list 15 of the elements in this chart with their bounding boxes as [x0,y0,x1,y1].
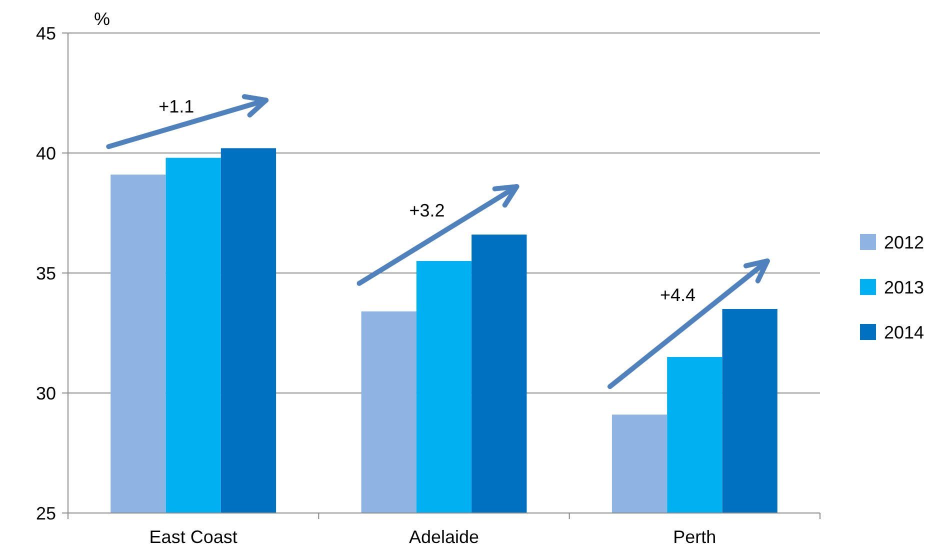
legend-label: 2012 [884,232,924,252]
x-tick-label: Perth [673,527,716,547]
x-tick-label: Adelaide [408,527,480,547]
y-tick-label: 35 [36,263,56,284]
y-tick-label: 30 [36,383,56,404]
y-tick-label: 45 [36,23,56,44]
y-tick-label: 40 [36,143,56,164]
x-tick-label: East Coast [149,527,238,547]
annotation: +1.1 [158,96,194,116]
legend-label: 2013 [884,277,924,298]
y-tick-label: 25 [36,503,56,524]
annotation: +3.2 [409,200,445,220]
y-axis-title: % [94,9,110,29]
annotation: +4.4 [660,284,696,305]
legend-label: 2014 [884,322,924,342]
